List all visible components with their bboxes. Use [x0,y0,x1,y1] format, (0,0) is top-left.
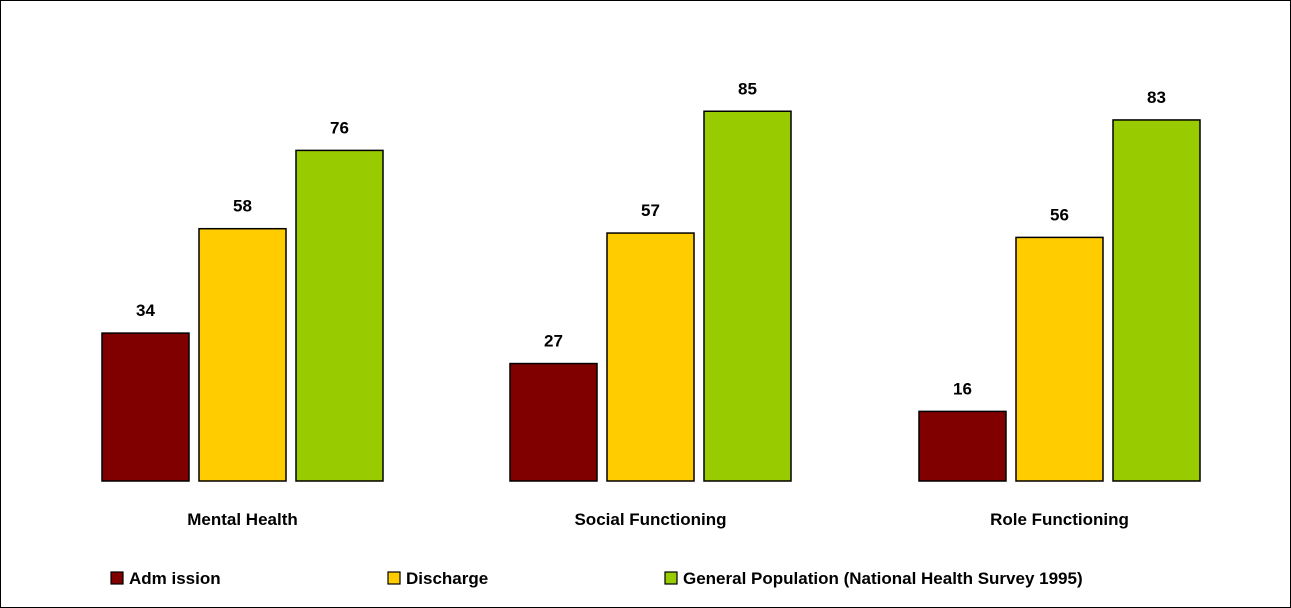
legend-swatch-1 [110,571,124,585]
bars-layer [101,110,1201,482]
legend-label-3: General Population (National Health Surv… [683,569,1083,588]
value-label-3-3: 83 [1147,88,1166,107]
value-label-1-2: 58 [233,197,252,216]
bar-2-3 [703,110,792,482]
category-label-1: Mental Health [187,510,298,529]
category-labels-layer: Mental Health Social Functioning Role Func… [187,510,1129,529]
legend: Adm ission Discharge General Population (N… [110,569,1083,588]
bar-3-2 [1015,236,1104,482]
value-label-1-3: 76 [330,118,349,137]
value-labels-layer: 34 58 76 27 57 85 16 56 83 [136,79,1166,398]
legend-label-2: Discharge [406,569,488,588]
bar-3-3 [1112,119,1201,482]
bar-1-2 [198,227,287,482]
legend-label-1: Adm ission [129,569,221,588]
value-label-2-2: 57 [641,201,660,220]
value-label-2-3: 85 [738,79,757,98]
bar-1-3 [295,149,384,482]
legend-swatch-2 [387,571,401,585]
category-label-2: Social Functioning [574,510,726,529]
bar-1-1 [101,332,190,482]
bar-2-2 [606,232,695,482]
value-label-3-2: 56 [1050,205,1069,224]
value-label-3-1: 16 [953,379,972,398]
value-label-1-1: 34 [136,301,155,320]
bar-3-1 [918,410,1007,482]
bar-2-1 [509,362,598,482]
category-label-3: Role Functioning [990,510,1129,529]
legend-swatch-3 [664,571,678,585]
value-label-2-1: 27 [544,332,563,351]
